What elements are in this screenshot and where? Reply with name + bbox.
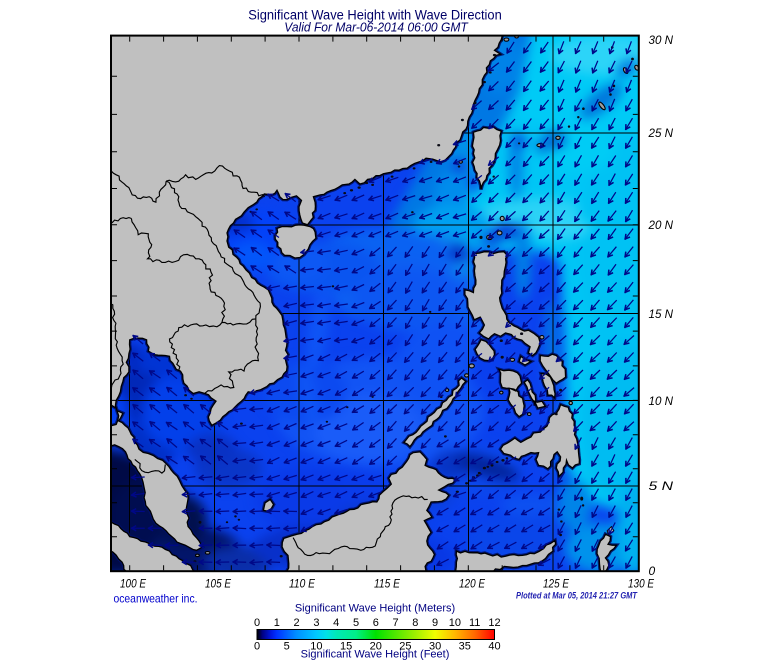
svg-text:11: 11 (469, 617, 480, 629)
svg-text:130 E: 130 E (628, 577, 655, 591)
svg-text:15 N: 15 N (649, 307, 674, 321)
svg-text:20: 20 (370, 641, 382, 653)
svg-text:10 N: 10 N (649, 394, 674, 408)
svg-text:100 E: 100 E (120, 577, 147, 591)
svg-text:30: 30 (429, 641, 441, 653)
svg-text:4: 4 (333, 617, 339, 629)
svg-text:35: 35 (459, 641, 471, 653)
svg-text:9: 9 (432, 617, 438, 629)
svg-text:Significant Wave Height with W: Significant Wave Height with Wave Direct… (248, 8, 502, 23)
svg-text:10: 10 (449, 617, 461, 629)
svg-text:110 E: 110 E (289, 577, 316, 591)
svg-text:25 N: 25 N (648, 126, 674, 140)
svg-text:Significant Wave Height (Feet): Significant Wave Height (Feet) (301, 649, 450, 661)
svg-text:125 E: 125 E (543, 577, 570, 591)
svg-text:2: 2 (294, 617, 300, 629)
svg-text:8: 8 (412, 617, 418, 629)
svg-text:115 E: 115 E (374, 577, 401, 591)
svg-text:20 N: 20 N (648, 218, 674, 232)
svg-text:25: 25 (399, 641, 411, 653)
svg-text:40: 40 (488, 641, 500, 653)
svg-text:0: 0 (649, 564, 656, 578)
svg-text:7: 7 (392, 617, 398, 629)
svg-text:Valid For Mar-06-2014 06:00 GM: Valid For Mar-06-2014 06:00 GMT (284, 20, 469, 34)
svg-text:15: 15 (340, 641, 352, 653)
svg-text:Plotted at Mar 05, 2014 21:27: Plotted at Mar 05, 2014 21:27 GMT (516, 591, 638, 601)
svg-text:30 N: 30 N (649, 33, 674, 47)
svg-text:6: 6 (373, 617, 379, 629)
svg-text:5: 5 (284, 641, 290, 653)
svg-text:oceanweather inc.: oceanweather inc. (114, 592, 198, 606)
svg-text:3: 3 (313, 617, 319, 629)
svg-text:5: 5 (353, 617, 359, 629)
svg-text:10: 10 (310, 641, 322, 653)
svg-text:1: 1 (274, 617, 280, 629)
svg-text:105 E: 105 E (205, 577, 232, 591)
svg-text:5 N: 5 N (649, 479, 674, 493)
svg-text:0: 0 (254, 617, 260, 629)
svg-text:120 E: 120 E (459, 577, 486, 591)
svg-text:Significant Wave Height (Meter: Significant Wave Height (Meters) (295, 603, 455, 615)
svg-text:12: 12 (488, 617, 500, 629)
svg-text:0: 0 (254, 641, 260, 653)
